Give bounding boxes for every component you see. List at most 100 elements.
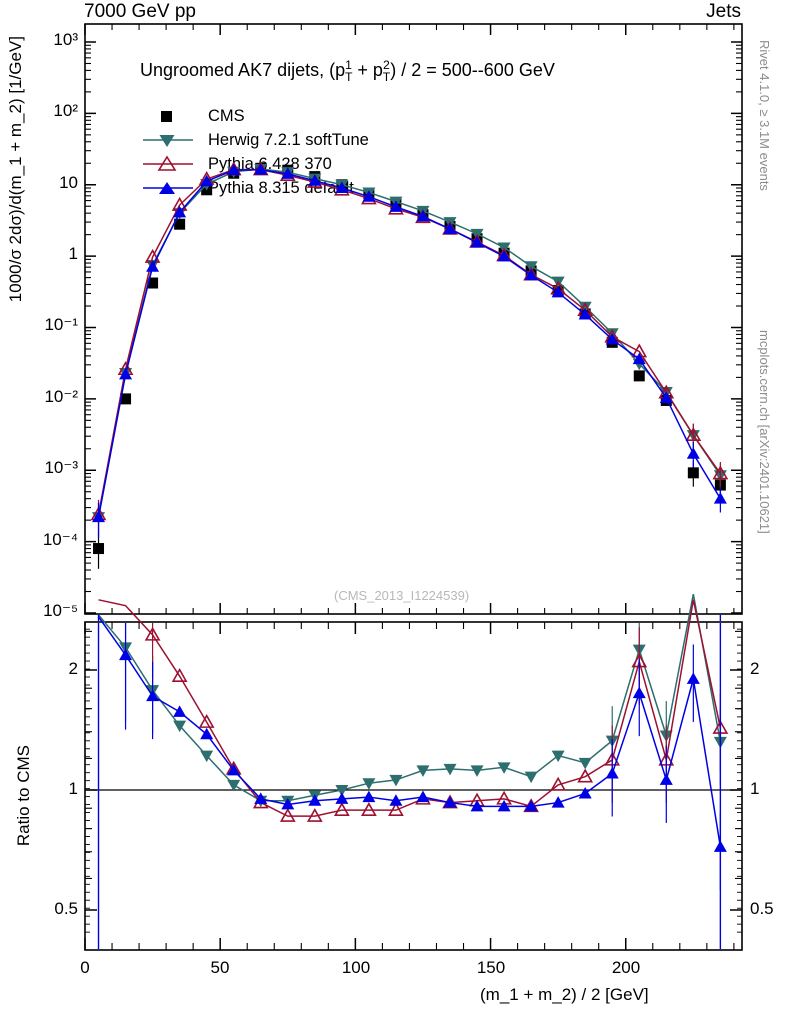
ratio-data-point bbox=[389, 794, 403, 806]
data-point bbox=[659, 391, 673, 403]
plot-title-prefix: Ungroomed AK7 dijets, (p bbox=[140, 60, 346, 80]
ratio-data-point bbox=[227, 763, 241, 776]
data-point bbox=[633, 370, 645, 382]
ratio-data-point bbox=[171, 668, 188, 682]
legend-label-cms: CMS bbox=[208, 106, 245, 125]
ratio-data-point bbox=[659, 773, 673, 785]
data-point bbox=[578, 308, 592, 320]
main-series-3 bbox=[92, 163, 727, 538]
data-point bbox=[713, 470, 727, 482]
data-point bbox=[389, 200, 403, 212]
ratio-data-point bbox=[523, 798, 539, 813]
rivet-version-label: Rivet 4.1.0, ≥ 3.1M events bbox=[757, 40, 772, 191]
data-point bbox=[550, 280, 567, 295]
data-point bbox=[605, 332, 619, 345]
ratio-ytick-labels-left: 2 1 0.5 bbox=[20, 0, 82, 1024]
data-point bbox=[578, 301, 592, 314]
data-point bbox=[713, 492, 727, 504]
data-point bbox=[686, 447, 700, 459]
series-line bbox=[97, 169, 722, 518]
data-point bbox=[92, 510, 106, 523]
series-line bbox=[97, 168, 721, 515]
ratio-data-point bbox=[362, 790, 376, 803]
ratio-data-point bbox=[550, 776, 567, 791]
xtick-4: 200 bbox=[611, 958, 641, 977]
legend-marker-cms bbox=[161, 111, 172, 122]
ratio-data-point bbox=[146, 685, 160, 697]
main-series-1 bbox=[92, 164, 727, 538]
data-point bbox=[712, 465, 729, 480]
data-point bbox=[171, 196, 188, 211]
data-point bbox=[524, 268, 538, 281]
ratio-data-point bbox=[119, 642, 133, 654]
ratio-data-point bbox=[335, 792, 349, 804]
data-point bbox=[496, 247, 512, 262]
ratio-data-point bbox=[605, 735, 619, 748]
ratio-series-0 bbox=[97, 593, 727, 808]
data-point bbox=[631, 343, 648, 358]
ratio-data-point bbox=[686, 672, 700, 684]
data-point bbox=[443, 222, 457, 234]
mcplots-ref-text: mcplots.cern.ch [arXiv:2401.10621] bbox=[757, 330, 775, 620]
data-point bbox=[552, 284, 564, 296]
ratio-data-point bbox=[279, 807, 296, 822]
main-ytick-8: 10⁻⁵ bbox=[43, 601, 78, 620]
header-left: 7000 GeV pp bbox=[84, 1, 196, 22]
data-point bbox=[173, 205, 187, 218]
ratio-data-point bbox=[254, 792, 268, 804]
legend-label-pythia6: Pythia 6.428 370 bbox=[208, 154, 332, 173]
data-point bbox=[579, 308, 591, 320]
legend-item-pythia8: Pythia 8.315 default bbox=[142, 176, 442, 200]
ratio-data-point bbox=[308, 790, 322, 802]
data-point bbox=[471, 233, 483, 245]
plot-title-suffix: ) / 2 = 500--600 GeV bbox=[390, 60, 555, 80]
ratio-data-point bbox=[415, 790, 431, 805]
data-point bbox=[632, 358, 646, 371]
plot-title: Ungroomed AK7 dijets, (p1T + p2T) / 2 = … bbox=[140, 58, 555, 84]
ratio-ytick-right-1: 1 bbox=[750, 779, 760, 798]
ratio-data-point bbox=[551, 796, 565, 808]
analysis-watermark: (CMS_2013_I1224539) bbox=[334, 588, 470, 603]
ratio-line bbox=[98, 599, 722, 817]
ratio-data-point bbox=[361, 802, 377, 816]
legend-marker-herwig bbox=[143, 135, 193, 147]
data-point bbox=[606, 336, 618, 348]
ratio-data-point bbox=[712, 719, 729, 734]
ratio-data-point bbox=[362, 778, 376, 790]
data-point bbox=[93, 543, 105, 555]
data-point bbox=[604, 328, 621, 343]
xtick-labels: 0 50 100 150 200 bbox=[0, 958, 786, 984]
ratio-data-point bbox=[173, 720, 187, 733]
ratio-data-point bbox=[443, 763, 457, 776]
ratio-data-point bbox=[524, 799, 538, 812]
legend-marker-pythia8 bbox=[143, 182, 193, 194]
data-point bbox=[417, 209, 429, 221]
data-point bbox=[173, 208, 187, 220]
main-ytick-7: 10⁻⁴ bbox=[42, 530, 78, 549]
data-point bbox=[659, 386, 673, 399]
main-series-2 bbox=[90, 161, 729, 535]
ratio-data-point bbox=[144, 626, 161, 641]
ratio-data-point bbox=[119, 648, 133, 661]
ratio-data-point bbox=[659, 730, 673, 742]
data-point bbox=[444, 221, 456, 233]
legend-label-pythia8: Pythia 8.315 default bbox=[208, 178, 354, 197]
ratio-data-point bbox=[198, 714, 215, 728]
ratio-data-point bbox=[335, 785, 349, 797]
series-line bbox=[97, 168, 721, 518]
main-ytick-0: 10³ bbox=[53, 30, 78, 49]
ratio-data-point bbox=[443, 796, 457, 808]
ratio-ytick-left-2: 0.5 bbox=[54, 899, 78, 918]
main-ytick-3: 1 bbox=[68, 244, 78, 263]
data-point bbox=[416, 205, 430, 218]
legend-item-herwig: Herwig 7.2.1 softTune bbox=[142, 128, 442, 152]
data-point bbox=[685, 427, 702, 441]
main-ytick-2: 10 bbox=[59, 173, 78, 192]
ratio-data-point bbox=[578, 786, 592, 799]
ratio-data-point bbox=[225, 760, 242, 775]
ratio-data-point bbox=[497, 799, 511, 812]
data-point bbox=[443, 217, 457, 229]
ratio-panel-frame bbox=[84, 621, 743, 951]
data-point bbox=[551, 276, 565, 289]
